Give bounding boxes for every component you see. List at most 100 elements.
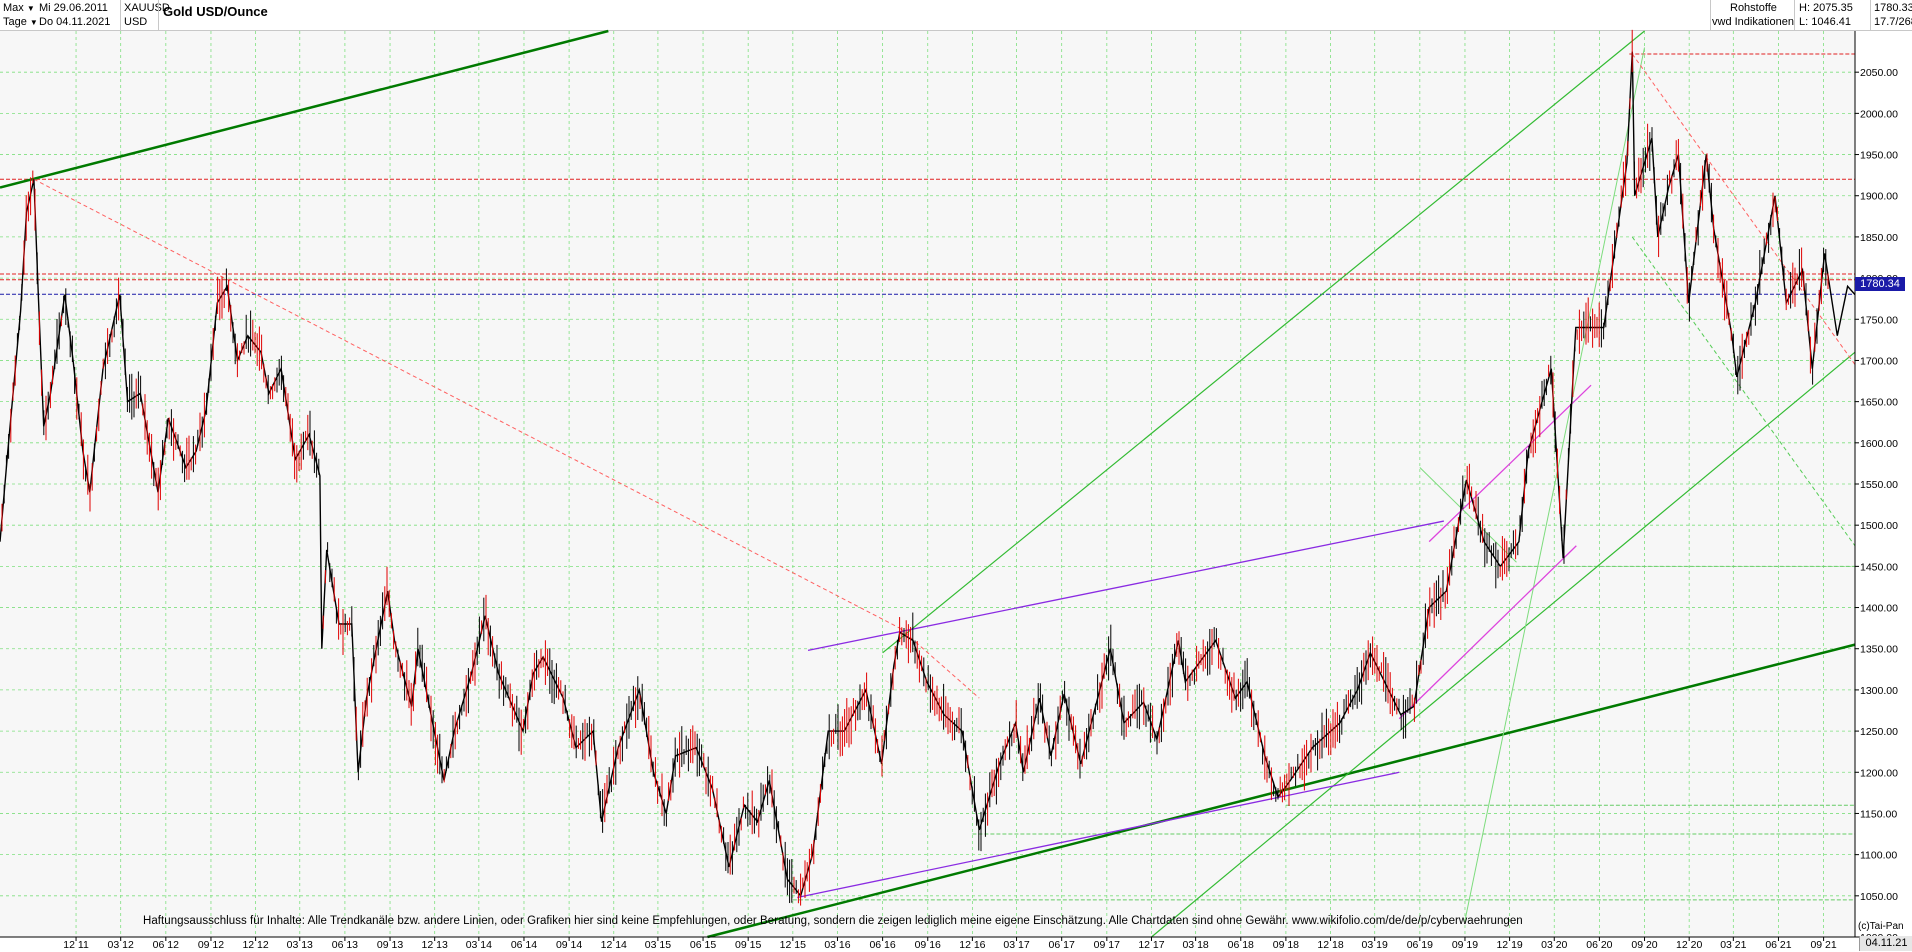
- trend-line: [1151, 351, 1856, 938]
- x-tick-label: 12 12: [242, 939, 268, 951]
- x-tick-label: 12 19: [1496, 939, 1522, 951]
- trend-line: [1419, 467, 1517, 563]
- x-tick-label: 06 15: [690, 939, 716, 951]
- y-tick-label: 1050.00: [1860, 891, 1898, 903]
- x-tick-label: 06 18: [1228, 939, 1254, 951]
- current-price-tag: 1780.34: [1855, 277, 1905, 291]
- x-tick-label: 09 12: [198, 939, 224, 951]
- price-series: [0, 29, 1856, 906]
- y-tick-label: 1950.00: [1860, 150, 1898, 162]
- x-tick-label: 06 12: [153, 939, 179, 951]
- y-tick-label: 1400.00: [1860, 603, 1898, 615]
- date-to: Do 04.11.2021: [39, 16, 111, 28]
- x-tick-label: 09 20: [1631, 939, 1657, 951]
- trend-line: [882, 30, 1645, 654]
- grid: [0, 31, 1855, 938]
- x-tick-label: 09 19: [1452, 939, 1478, 951]
- x-tick-label: 06 13: [332, 939, 358, 951]
- x-tick-label: 03 16: [824, 939, 850, 951]
- x-tick-label: 06 21: [1765, 939, 1791, 951]
- x-tick-label: 12 18: [1317, 939, 1343, 951]
- chevron-down-icon: ▼: [26, 4, 35, 13]
- y-tick-label: 1150.00: [1860, 808, 1897, 820]
- y-tick-label: 1200.00: [1860, 767, 1898, 779]
- trend-line: [1464, 47, 1646, 921]
- y-tick-label: 1300.00: [1860, 685, 1898, 697]
- x-tick-label: 09 16: [915, 939, 941, 951]
- range-label: Max: [3, 2, 24, 14]
- y-tick-label: 1600.00: [1860, 438, 1898, 450]
- header-divider: [1794, 0, 1795, 30]
- x-tick-label: 06 20: [1586, 939, 1612, 951]
- category: Rohstoffe: [1730, 2, 1777, 14]
- y-tick-label: 2050.00: [1860, 67, 1898, 79]
- x-tick-label: 09 21: [1810, 939, 1836, 951]
- interval-selector[interactable]: Tage ▼: [3, 16, 38, 28]
- trend-line: [0, 29, 609, 189]
- trend-line: [1631, 236, 1856, 547]
- price-change: 17.7/268.2: [1874, 16, 1912, 28]
- header-divider: [120, 0, 121, 30]
- x-tick-label: 09 14: [556, 939, 582, 951]
- low-label: L: 1046.41: [1799, 16, 1851, 28]
- chart-title: Gold USD/Ounce: [163, 4, 268, 19]
- x-tick-label: 12 14: [601, 939, 627, 951]
- x-tick-label: 03 20: [1541, 939, 1567, 951]
- x-tick-label: 09 17: [1094, 939, 1120, 951]
- price-levels: [0, 53, 1855, 901]
- x-tick-label: 03 12: [108, 939, 134, 951]
- y-tick-label: 1750.00: [1860, 314, 1898, 326]
- header-divider: [1870, 0, 1871, 30]
- x-tick-label: 03 13: [287, 939, 313, 951]
- y-tick-label: 1850.00: [1860, 232, 1898, 244]
- y-tick-label: 1650.00: [1860, 397, 1898, 409]
- trend-line: [707, 643, 1856, 939]
- provider: vwd Indikationen: [1712, 16, 1794, 28]
- x-tick-label: 06 17: [1049, 939, 1075, 951]
- x-tick-label: 09 15: [735, 939, 761, 951]
- x-tick-label: 12 16: [959, 939, 985, 951]
- last-price: 1780.33: [1874, 2, 1912, 14]
- disclaimer: Haftungsausschluss für Inhalte: Alle Tre…: [143, 915, 1523, 927]
- x-tick-label: 12 15: [780, 939, 806, 951]
- header-divider: [1710, 0, 1711, 30]
- x-tick-label: 06 19: [1407, 939, 1433, 951]
- x-tick-label: 12 13: [422, 939, 448, 951]
- x-tick-label: 03 21: [1720, 939, 1746, 951]
- trend-line: [797, 771, 1400, 899]
- x-tick-label: 03 14: [466, 939, 492, 951]
- y-tick-label: 1500.00: [1860, 520, 1898, 532]
- trend-line: [33, 178, 901, 629]
- x-tick-label: 03 19: [1362, 939, 1388, 951]
- trend-line: [1398, 545, 1577, 720]
- date-from: Mi 29.06.2011: [39, 2, 108, 14]
- trend-line: [1428, 384, 1592, 543]
- y-tick-label: 1450.00: [1860, 561, 1898, 573]
- x-tick-label: 03 15: [645, 939, 671, 951]
- y-tick-label: 1700.00: [1860, 355, 1898, 367]
- x-axis: 12 11 03 12 06 12 09 12 12 12 03 13 06 13 09 13…: [0, 936, 1855, 951]
- interval-label: Tage: [3, 16, 27, 28]
- trend-line: [807, 520, 1444, 652]
- y-axis: 1000.001050.001100.001150.001200.001250.…: [1854, 31, 1898, 944]
- y-tick-label: 1900.00: [1860, 191, 1898, 203]
- y-tick-label: 1350.00: [1860, 644, 1898, 656]
- x-tick-label: 09 13: [377, 939, 403, 951]
- x-tick-label: 06 14: [511, 939, 537, 951]
- x-tick-label: 12 20: [1676, 939, 1702, 951]
- range-selector[interactable]: Max ▼: [3, 2, 35, 14]
- high-label: H: 2075.35: [1799, 2, 1853, 14]
- chevron-down-icon: ▼: [29, 18, 38, 27]
- currency: USD: [124, 16, 148, 28]
- x-tick-label: 12 11: [63, 939, 89, 951]
- x-tick-label: 12 17: [1138, 939, 1164, 951]
- y-tick-label: 1550.00: [1860, 479, 1898, 491]
- end-date-label: 04.11.21: [1859, 936, 1912, 951]
- x-tick-label: 03 17: [1003, 939, 1029, 951]
- y-tick-label: 1100.00: [1860, 850, 1897, 862]
- chart-header: Max ▼ Tage ▼ Mi 29.06.2011 Do 04.11.2021…: [0, 0, 1912, 31]
- copyright: (c)Tai-Pan: [1858, 921, 1904, 932]
- x-tick-label: 06 16: [869, 939, 895, 951]
